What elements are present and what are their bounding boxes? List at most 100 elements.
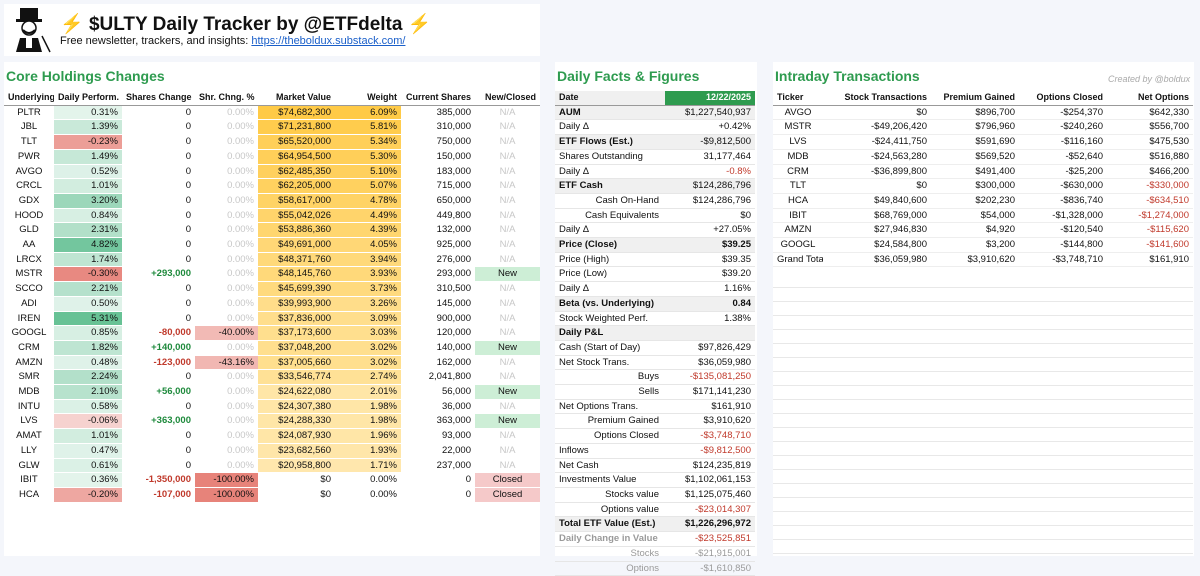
table-row: IREN 5.31% 0 0.00% $37,836,000 3.09% 900,000 N/… <box>4 311 540 327</box>
shares-change-cell: 0 <box>122 399 195 415</box>
facts-label: Daily Δ <box>555 222 665 239</box>
table-row: GOOGL 0.85% -80,000 -40.00% $37,173,600 3.03%… <box>4 325 540 341</box>
table-row: HCA -0.20% -107,000 -100.00% $0 0.00% 0 Closed <box>4 487 540 503</box>
facts-label: Net Stock Trans. <box>555 355 665 371</box>
total-stock: $36,059,980 <box>823 252 931 268</box>
market-value-cell: $20,958,800 <box>258 458 335 474</box>
facts-row: Stocks value $1,125,075,460 <box>555 487 755 503</box>
facts-value: $36,059,980 <box>665 355 755 371</box>
col-daily-perf: Daily Perform. <box>54 91 122 106</box>
options-closed-cell: -$25,200 <box>1019 164 1107 180</box>
table-row: HOOD 0.84% 0 0.00% $55,042,026 4.49% 449,800 N/… <box>4 208 540 224</box>
col-current-shares: Current Shares <box>401 91 475 106</box>
ticker-cell: GLD <box>4 222 54 239</box>
current-shares-cell: 150,000 <box>401 149 475 165</box>
current-shares-cell: 276,000 <box>401 252 475 268</box>
facts-label: Daily Δ <box>555 164 665 180</box>
current-shares-cell: 120,000 <box>401 325 475 341</box>
facts-label: Price (Low) <box>555 266 665 283</box>
facts-date-row: Date 12/22/2025 <box>555 91 755 106</box>
market-value-cell: $24,288,330 <box>258 413 335 430</box>
weight-cell: 2.74% <box>335 369 401 386</box>
shr-chng-pct-cell: 0.00% <box>195 340 258 356</box>
shares-change-cell: 0 <box>122 428 195 444</box>
title-text: $ULTY Daily Tracker by @ETFdelta <box>88 14 403 35</box>
shares-change-cell: 0 <box>122 105 195 121</box>
weight-cell: 4.05% <box>335 237 401 253</box>
market-value-cell: $48,145,760 <box>258 266 335 283</box>
ticker-cell: MDB <box>4 384 54 400</box>
premium-cell: $796,960 <box>931 119 1019 136</box>
facts-label: Net Cash <box>555 458 665 474</box>
table-row: JBL 1.39% 0 0.00% $71,231,800 5.81% 310,000 N/A <box>4 119 540 136</box>
ticker-cell: PLTR <box>4 105 54 121</box>
table-row: LRCX 1.74% 0 0.00% $48,371,760 3.94% 276,000 N/… <box>4 252 540 268</box>
shr-chng-pct-cell: 0.00% <box>195 443 258 459</box>
shr-chng-pct-cell: -100.00% <box>195 487 258 503</box>
facts-row: Stocks -$21,915,001 <box>555 546 755 562</box>
stock-trans-cell: $27,946,830 <box>823 222 931 239</box>
ticker-cell: GDX <box>4 193 54 209</box>
current-shares-cell: 925,000 <box>401 237 475 253</box>
facts-label: Shares Outstanding <box>555 149 665 165</box>
status-cell: N/A <box>475 164 540 180</box>
table-row: ADI 0.50% 0 0.00% $39,993,900 3.26% 145,000 N/A <box>4 296 540 312</box>
facts-row: Daily Δ 1.16% <box>555 281 755 297</box>
facts-row: Price (Close) $39.25 <box>555 237 755 253</box>
facts-value: 31,177,464 <box>665 149 755 165</box>
current-shares-cell: 140,000 <box>401 340 475 356</box>
table-row: IBIT 0.36% -1,350,000 -100.00% $0 0.00% 0 Close… <box>4 472 540 488</box>
net-options-cell: $466,200 <box>1107 164 1193 180</box>
col-options-closed: Options Closed <box>1019 91 1107 106</box>
shr-chng-pct-cell: 0.00% <box>195 252 258 268</box>
facts-value: $1,227,540,937 <box>665 105 755 121</box>
lightning-icon: ⚡ <box>407 14 432 35</box>
facts-value: $124,286,796 <box>665 193 755 209</box>
facts-label: Cash On-Hand <box>555 193 665 209</box>
status-cell: N/A <box>475 281 540 297</box>
table-row: INTU 0.58% 0 0.00% $24,307,380 1.98% 36,000 N/A <box>4 399 540 415</box>
ticker-cell: LVS <box>773 134 823 150</box>
shr-chng-pct-cell: 0.00% <box>195 119 258 136</box>
daily-perf-cell: 1.82% <box>54 340 122 356</box>
daily-perf-cell: -0.20% <box>54 487 122 503</box>
facts-row: ETF Flows (Est.) -$9,812,500 <box>555 134 755 150</box>
facts-value: $171,141,230 <box>665 384 755 400</box>
table-row: GLD 2.31% 0 0.00% $53,886,360 4.39% 132,000 N/A <box>4 222 540 239</box>
premium-cell: $591,690 <box>931 134 1019 150</box>
ticker-cell: LLY <box>4 443 54 459</box>
col-net-options: Net Options <box>1107 91 1193 106</box>
status-cell: New <box>475 384 540 400</box>
shr-chng-pct-cell: 0.00% <box>195 281 258 297</box>
ticker-cell: CRCL <box>4 178 54 194</box>
table-row: LVS -0.06% +363,000 0.00% $24,288,330 1.98% 36… <box>4 413 540 430</box>
facts-row: Beta (vs. Underlying) 0.84 <box>555 296 755 312</box>
status-cell: N/A <box>475 105 540 121</box>
subtitle-text: Free newsletter, trackers, and insights: <box>60 35 249 47</box>
shr-chng-pct-cell: 0.00% <box>195 399 258 415</box>
facts-label: Stock Weighted Perf. <box>555 311 665 327</box>
market-value-cell: $0 <box>258 487 335 503</box>
weight-cell: 3.02% <box>335 340 401 356</box>
monopoly-man-logo-icon <box>6 6 54 54</box>
shares-change-cell: 0 <box>122 311 195 327</box>
facts-table: Date 12/22/2025 AUM $1,227,540,937 Daily Δ… <box>555 91 755 576</box>
status-cell: New <box>475 340 540 356</box>
status-cell: N/A <box>475 369 540 386</box>
facts-row: ETF Cash $124,286,796 <box>555 178 755 194</box>
newsletter-link[interactable]: https://theboldux.substack.com/ <box>251 35 406 47</box>
facts-row: Investments Value $1,102,061,153 <box>555 472 755 488</box>
facts-row: Shares Outstanding 31,177,464 <box>555 149 755 165</box>
weight-cell: 1.71% <box>335 458 401 474</box>
daily-perf-cell: 2.21% <box>54 281 122 297</box>
table-row: AVGO 0.52% 0 0.00% $62,485,350 5.10% 183,000 N/… <box>4 164 540 180</box>
ticker-cell: SCCO <box>4 281 54 297</box>
status-cell: N/A <box>475 208 540 224</box>
status-cell: N/A <box>475 222 540 239</box>
page-title: ⚡ $ULTY Daily Tracker by @ETFdelta ⚡ <box>60 12 431 36</box>
facts-label: ETF Flows (Est.) <box>555 134 665 150</box>
shr-chng-pct-cell: 0.00% <box>195 149 258 165</box>
shares-change-cell: +293,000 <box>122 266 195 283</box>
table-row: MSTR -0.30% +293,000 0.00% $48,145,760 3.93% 2… <box>4 266 540 283</box>
shares-change-cell: 0 <box>122 458 195 474</box>
